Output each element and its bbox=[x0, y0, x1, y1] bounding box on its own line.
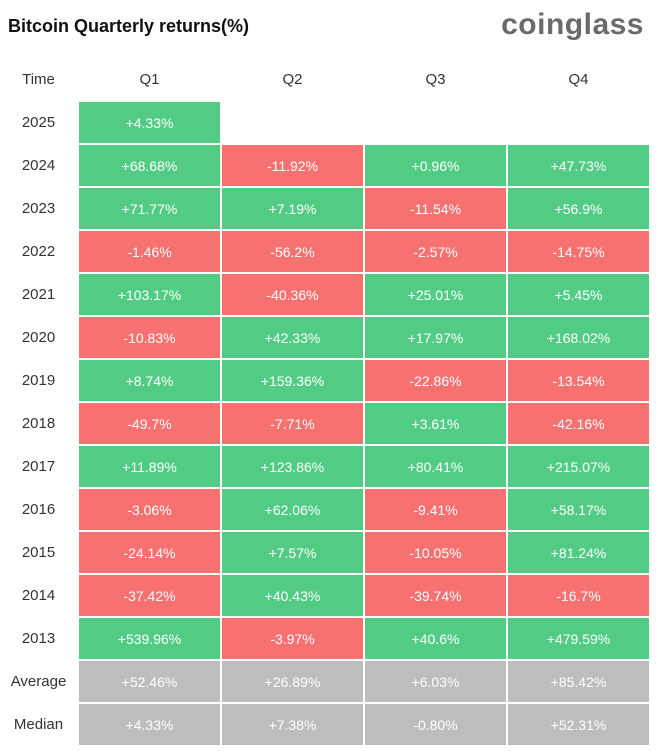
column-header-q2: Q2 bbox=[282, 71, 303, 88]
return-cell-2015-q4: +81.24% bbox=[508, 532, 649, 573]
row-label-2016: 2016 bbox=[21, 501, 56, 518]
return-cell-2017-q1: +11.89% bbox=[79, 446, 220, 487]
return-cell-2023-q1: +71.77% bbox=[79, 188, 220, 229]
return-cell-2018-q1: -49.7% bbox=[79, 403, 220, 444]
row-label-2014: 2014 bbox=[21, 587, 56, 604]
return-cell-2025-q1: +4.33% bbox=[79, 102, 220, 143]
row-label-average: Average bbox=[10, 673, 67, 690]
median-cell-q4: +52.31% bbox=[508, 704, 649, 745]
column-header-time: Time bbox=[22, 71, 55, 88]
return-cell-2024-q2: -11.92% bbox=[222, 145, 363, 186]
return-cell-2021-q4: +5.45% bbox=[508, 274, 649, 315]
return-cell-2017-q4: +215.07% bbox=[508, 446, 649, 487]
return-cell-2025-q4 bbox=[508, 102, 649, 143]
return-cell-2019-q4: -13.54% bbox=[508, 360, 649, 401]
return-cell-2021-q3: +25.01% bbox=[365, 274, 506, 315]
average-cell-q4: +85.42% bbox=[508, 661, 649, 702]
return-cell-2022-q3: -2.57% bbox=[365, 231, 506, 272]
return-cell-2020-q4: +168.02% bbox=[508, 317, 649, 358]
return-cell-2024-q4: +47.73% bbox=[508, 145, 649, 186]
return-cell-2019-q2: +159.36% bbox=[222, 360, 363, 401]
column-header-q1: Q1 bbox=[139, 71, 160, 88]
row-label-2015: 2015 bbox=[21, 544, 56, 561]
median-cell-q2: +7.38% bbox=[222, 704, 363, 745]
return-cell-2014-q2: +40.43% bbox=[222, 575, 363, 616]
row-label-2019: 2019 bbox=[21, 372, 56, 389]
return-cell-2022-q4: -14.75% bbox=[508, 231, 649, 272]
return-cell-2025-q3 bbox=[365, 102, 506, 143]
row-label-2023: 2023 bbox=[21, 200, 56, 217]
return-cell-2013-q2: -3.97% bbox=[222, 618, 363, 659]
row-label-2025: 2025 bbox=[21, 114, 56, 131]
return-cell-2025-q2 bbox=[222, 102, 363, 143]
return-cell-2019-q3: -22.86% bbox=[365, 360, 506, 401]
row-label-2024: 2024 bbox=[21, 157, 56, 174]
return-cell-2023-q3: -11.54% bbox=[365, 188, 506, 229]
brand-logo: coinglass bbox=[501, 8, 644, 41]
row-label-median: Median bbox=[13, 716, 64, 733]
return-cell-2016-q2: +62.06% bbox=[222, 489, 363, 530]
return-cell-2015-q1: -24.14% bbox=[79, 532, 220, 573]
return-cell-2015-q2: +7.57% bbox=[222, 532, 363, 573]
row-label-2013: 2013 bbox=[21, 630, 56, 647]
return-cell-2013-q3: +40.6% bbox=[365, 618, 506, 659]
average-cell-q1: +52.46% bbox=[79, 661, 220, 702]
return-cell-2016-q3: -9.41% bbox=[365, 489, 506, 530]
median-cell-q3: -0.80% bbox=[365, 704, 506, 745]
return-cell-2014-q3: -39.74% bbox=[365, 575, 506, 616]
return-cell-2020-q3: +17.97% bbox=[365, 317, 506, 358]
average-cell-q3: +6.03% bbox=[365, 661, 506, 702]
return-cell-2021-q2: -40.36% bbox=[222, 274, 363, 315]
return-cell-2021-q1: +103.17% bbox=[79, 274, 220, 315]
return-cell-2022-q1: -1.46% bbox=[79, 231, 220, 272]
row-label-2017: 2017 bbox=[21, 458, 56, 475]
return-cell-2024-q1: +68.68% bbox=[79, 145, 220, 186]
row-label-2018: 2018 bbox=[21, 415, 56, 432]
return-cell-2016-q4: +58.17% bbox=[508, 489, 649, 530]
column-header-q3: Q3 bbox=[425, 71, 446, 88]
row-label-2020: 2020 bbox=[21, 329, 56, 346]
return-cell-2023-q4: +56.9% bbox=[508, 188, 649, 229]
chart-title: Bitcoin Quarterly returns(%) bbox=[8, 16, 250, 36]
average-cell-q2: +26.89% bbox=[222, 661, 363, 702]
return-cell-2013-q4: +479.59% bbox=[508, 618, 649, 659]
return-cell-2024-q3: +0.96% bbox=[365, 145, 506, 186]
return-cell-2017-q2: +123.86% bbox=[222, 446, 363, 487]
return-cell-2015-q3: -10.05% bbox=[365, 532, 506, 573]
return-cell-2020-q2: +42.33% bbox=[222, 317, 363, 358]
return-cell-2018-q4: -42.16% bbox=[508, 403, 649, 444]
return-cell-2014-q4: -16.7% bbox=[508, 575, 649, 616]
return-cell-2017-q3: +80.41% bbox=[365, 446, 506, 487]
return-cell-2020-q1: -10.83% bbox=[79, 317, 220, 358]
return-cell-2018-q3: +3.61% bbox=[365, 403, 506, 444]
return-cell-2018-q2: -7.71% bbox=[222, 403, 363, 444]
returns-table: Time Q1 Q2 Q3 Q4 2025 +4.33% 2024 +68.68% -11.92%… bbox=[0, 59, 649, 745]
return-cell-2019-q1: +8.74% bbox=[79, 360, 220, 401]
row-label-2022: 2022 bbox=[21, 243, 56, 260]
median-cell-q1: +4.33% bbox=[79, 704, 220, 745]
return-cell-2016-q1: -3.06% bbox=[79, 489, 220, 530]
return-cell-2014-q1: -37.42% bbox=[79, 575, 220, 616]
return-cell-2013-q1: +539.96% bbox=[79, 618, 220, 659]
column-header-q4: Q4 bbox=[568, 71, 589, 88]
row-label-2021: 2021 bbox=[21, 286, 56, 303]
return-cell-2022-q2: -56.2% bbox=[222, 231, 363, 272]
return-cell-2023-q2: +7.19% bbox=[222, 188, 363, 229]
